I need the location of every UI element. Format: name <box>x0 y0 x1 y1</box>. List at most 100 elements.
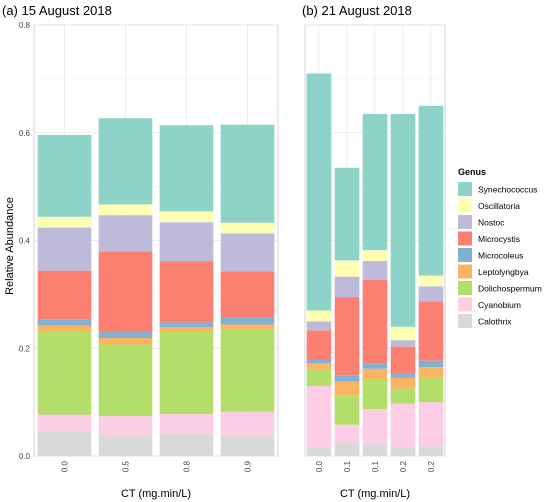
bar-segment-synechococcus <box>390 113 416 327</box>
bar-segment-calothrix <box>418 446 444 456</box>
bar-segment-nostoc <box>390 340 416 347</box>
x-tick-label: 0.1 <box>371 460 380 472</box>
bar-segment-dolichospermum <box>37 331 92 415</box>
x-tick-label: 0.0 <box>315 460 324 472</box>
bar-segment-oscillatoria <box>220 222 275 234</box>
bar-segment-dolichospermum <box>390 388 416 404</box>
bar-segment-oscillatoria <box>334 260 360 277</box>
bar-segment-microcystis <box>37 270 92 320</box>
bar-segment-nostoc <box>37 227 92 271</box>
bar-segment-oscillatoria <box>37 216 92 228</box>
bar-segment-microcoleus <box>306 359 332 364</box>
legend-swatch-cyanobium <box>458 297 472 312</box>
bar-segment-dolichospermum <box>220 329 275 412</box>
bar-segment-cyanobium <box>362 409 388 445</box>
bar-segment-synechococcus <box>159 125 214 212</box>
bar-segment-microcoleus <box>159 322 214 328</box>
panel-title: (b) 21 August 2018 <box>302 3 412 18</box>
bar-segment-nostoc <box>159 222 214 262</box>
bar-segment-microcystis <box>306 330 332 360</box>
legend-label-microcystis: Microcystis <box>478 234 520 244</box>
bar-segment-oscillatoria <box>98 204 153 216</box>
x-axis-title: CT (mg.min/L) <box>121 488 191 500</box>
bar-segment-microcystis <box>390 346 416 374</box>
bar-segment-cyanobium <box>220 411 275 437</box>
y-tick-label: 0.2 <box>19 344 31 353</box>
legend-label-oscillatoria: Oscillatoria <box>478 201 520 211</box>
bar-segment-oscillatoria <box>418 275 444 287</box>
bar-segment-cyanobium <box>98 416 153 437</box>
bar-segment-microcoleus <box>390 373 416 378</box>
bar-segment-leptolyngbya <box>98 338 153 345</box>
bar-segment-nostoc <box>220 233 275 272</box>
legend-label-dolichospermum: Dolichospermum <box>478 284 542 294</box>
legend-swatch-dolichospermum <box>458 281 472 295</box>
bar-segment-dolichospermum <box>98 344 153 417</box>
legend-swatch-calothrix <box>458 314 472 328</box>
legend-label-cyanobium: Cyanobium <box>478 300 521 310</box>
x-tick-label: 0.0 <box>61 460 70 472</box>
bar-segment-microcoleus <box>418 360 444 368</box>
bar-segment-calothrix <box>334 442 360 456</box>
bar-segment-synechococcus <box>306 73 332 311</box>
bar-segment-synechococcus <box>362 113 388 251</box>
bar-segment-leptolyngbya <box>418 367 444 378</box>
bar-segment-leptolyngbya <box>390 377 416 389</box>
legend-label-microcoleus: Microcoleus <box>478 251 523 261</box>
bar-segment-cyanobium <box>418 402 444 447</box>
x-tick-label: 0.5 <box>122 460 131 472</box>
bar-segment-cyanobium <box>306 385 332 448</box>
bar-segment-nostoc <box>334 276 360 298</box>
bar-segment-microcoleus <box>220 318 275 325</box>
legend-swatch-oscillatoria <box>458 198 472 213</box>
bar-segment-microcystis <box>334 297 360 376</box>
bar-segment-oscillatoria <box>390 326 416 341</box>
bar-segment-microcystis <box>159 261 214 323</box>
bar-segment-synechococcus <box>334 167 360 261</box>
bar-segment-microcystis <box>362 279 388 364</box>
panel-2: (b) 21 August 2018 0.0 0.1 0.1 0.2 0.2 CT (mg.… <box>302 3 446 500</box>
bar-segment-dolichospermum <box>362 379 388 410</box>
bar-segment-oscillatoria <box>306 310 332 322</box>
bar-segment-leptolyngbya <box>362 368 388 380</box>
bar-segment-leptolyngbya <box>37 325 92 332</box>
legend-label-synechococcus: Synechococcus <box>478 185 538 195</box>
bar-segment-calothrix <box>159 433 214 456</box>
bar-segment-nostoc <box>418 286 444 302</box>
bar-segment-microcystis <box>220 271 275 319</box>
bar-segment-cyanobium <box>159 413 214 434</box>
bar-segment-cyanobium <box>390 403 416 447</box>
x-tick-label: 0.9 <box>244 460 253 472</box>
bar-segment-dolichospermum <box>334 395 360 425</box>
bar-segment-leptolyngbya <box>220 324 275 330</box>
x-tick-label: 0.2 <box>399 460 408 472</box>
y-tick-label: 0.4 <box>19 237 31 246</box>
bar-segment-synechococcus <box>98 118 153 205</box>
bar-segment-calothrix <box>362 444 388 456</box>
bar-segment-synechococcus <box>37 134 92 217</box>
bar-segment-cyanobium <box>334 424 360 443</box>
bar-segment-calothrix <box>390 446 416 456</box>
bar-segment-leptolyngbya <box>159 327 214 332</box>
bar-segment-cyanobium <box>37 414 92 431</box>
panel-1: (a) 15 August 2018 0.0 0.2 0.4 0.6 0.8 0.0 0.5 0… <box>2 3 279 500</box>
bar-segment-microcystis <box>98 251 153 333</box>
bar-segment-dolichospermum <box>306 369 332 386</box>
y-tick-label: 0.0 <box>19 452 31 461</box>
bar-segment-calothrix <box>220 436 275 456</box>
x-tick-label: 0.1 <box>343 460 352 472</box>
bar-segment-nostoc <box>98 215 153 252</box>
bar-segment-calothrix <box>306 447 332 456</box>
bar-segment-microcystis <box>418 301 444 361</box>
bar-segment-leptolyngbya <box>334 381 360 396</box>
bar-segment-synechococcus <box>220 124 275 223</box>
y-tick-label: 0.8 <box>19 21 31 30</box>
bar-segment-oscillatoria <box>159 211 214 223</box>
bar-segment-microcoleus <box>334 375 360 382</box>
bar-segment-microcoleus <box>37 319 92 326</box>
bar-segment-microcoleus <box>98 332 153 339</box>
bar-segment-dolichospermum <box>159 331 214 414</box>
legend-label-leptolyngbya: Leptolyngbya <box>478 267 529 277</box>
x-axis-title: CT (mg.min/L) <box>340 488 410 500</box>
